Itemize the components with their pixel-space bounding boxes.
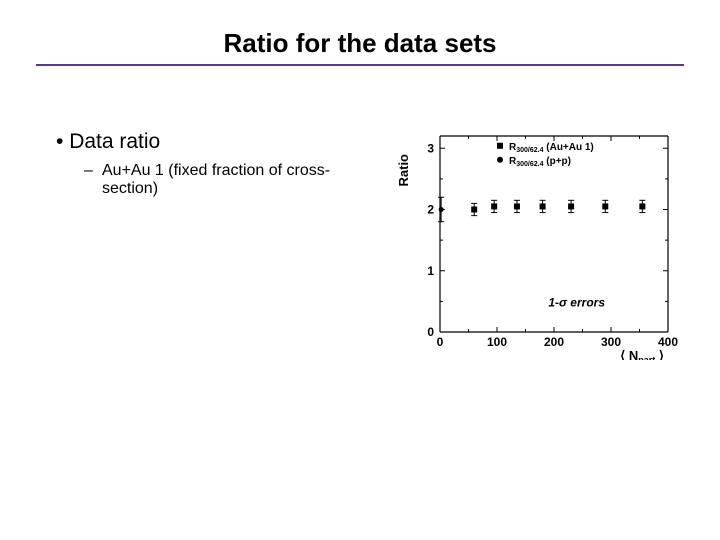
svg-text:1: 1 [427, 264, 434, 278]
dash-icon: – [84, 162, 102, 198]
slide-title: Ratio for the data sets [0, 28, 720, 59]
svg-text:400: 400 [658, 335, 678, 349]
svg-text:100: 100 [487, 335, 507, 349]
svg-text:3: 3 [427, 141, 434, 155]
slide: Ratio for the data sets Data ratio – Au+… [0, 0, 720, 540]
bullet-level2-text: Au+Au 1 (fixed fraction of cross-section… [102, 162, 356, 198]
bullet-list: Data ratio – Au+Au 1 (fixed fraction of … [56, 130, 356, 198]
svg-text:300: 300 [601, 335, 621, 349]
bullet-level1: Data ratio [56, 130, 356, 154]
svg-text:0: 0 [437, 335, 444, 349]
svg-text:0: 0 [427, 325, 434, 339]
svg-text:⟨ Npart ⟩: ⟨ Npart ⟩ [620, 348, 664, 360]
svg-text:R300/62.4​ (Au+Au 1): R300/62.4​ (Au+Au 1) [509, 142, 594, 154]
svg-text:1-σ errors: 1-σ errors [548, 295, 605, 309]
ratio-chart: 0 1 2 3 0 100 200 300 400 Ratio ⟨ Npart ⟩ R300/62.4… [388, 128, 688, 360]
svg-text:Ratio: Ratio [396, 154, 411, 187]
title-underline [36, 64, 684, 66]
svg-text:R300/62.4​ (p+p): R300/62.4​ (p+p) [509, 156, 571, 168]
svg-text:2: 2 [427, 203, 434, 217]
svg-text:200: 200 [544, 335, 564, 349]
bullet-level2: – Au+Au 1 (fixed fraction of cross-secti… [84, 162, 356, 198]
